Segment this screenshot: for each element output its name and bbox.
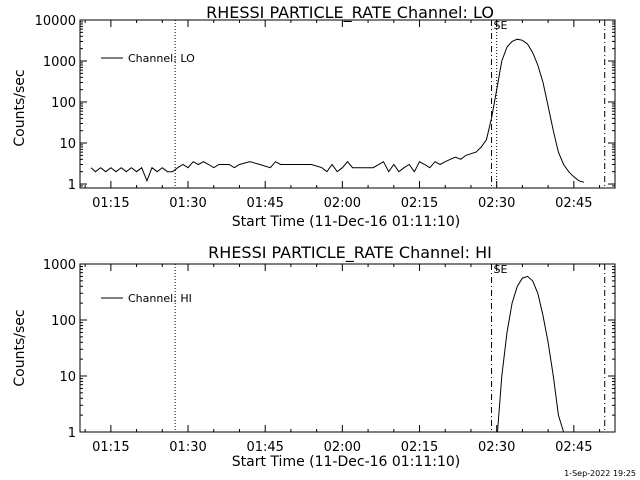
legend: Channel: LO — [101, 52, 195, 65]
y-tick-label: 10000 — [35, 14, 76, 29]
legend: Channel: HI — [101, 292, 192, 305]
y-tick-label: 10 — [59, 137, 76, 152]
marker-label: SE — [494, 19, 508, 32]
y-tick-label: 1 — [68, 426, 76, 441]
x-axis-label: Start Time (11-Dec-16 01:11:10) — [232, 214, 460, 230]
x-tick-label: 02:15 — [401, 196, 438, 211]
y-tick-label: 1000 — [43, 55, 76, 70]
x-tick-label: 01:30 — [169, 440, 206, 455]
y-tick-label: 1000 — [43, 258, 76, 273]
y-axis-label: Counts/sec — [12, 69, 28, 146]
legend-label: Channel: LO — [128, 52, 195, 65]
marker-label: SE — [494, 263, 508, 276]
x-tick-label: 02:00 — [324, 440, 361, 455]
footer-timestamp: 1-Sep-2022 19:25 — [564, 469, 636, 478]
x-tick-label: 02:15 — [401, 440, 438, 455]
x-tick-label: 01:45 — [246, 440, 283, 455]
x-axis-label: Start Time (11-Dec-16 01:11:10) — [232, 454, 460, 470]
y-axis-label: Counts/sec — [12, 309, 28, 386]
x-tick-label: 01:15 — [92, 196, 129, 211]
y-tick-label: 100 — [51, 96, 76, 111]
x-tick-label: 02:45 — [555, 440, 592, 455]
chart-title: RHESSI PARTICLE_RATE Channel: HI — [208, 243, 492, 263]
x-tick-label: 01:15 — [92, 440, 129, 455]
legend-label: Channel: HI — [128, 292, 192, 305]
x-tick-label: 02:45 — [555, 196, 592, 211]
series-line — [90, 38, 585, 183]
y-tick-label: 10 — [59, 370, 76, 385]
x-tick-label: 02:00 — [324, 196, 361, 211]
y-tick-label: 100 — [51, 314, 76, 329]
plot-frame — [79, 263, 616, 433]
x-tick-label: 01:30 — [169, 196, 206, 211]
panel-hi: RHESSI PARTICLE_RATE Channel: HI Counts/… — [12, 243, 616, 470]
plot-frame — [79, 19, 616, 189]
chart-title: RHESSI PARTICLE_RATE Channel: LO — [206, 3, 494, 23]
series-line — [497, 275, 565, 433]
x-tick-label: 01:45 — [246, 196, 283, 211]
x-tick-label: 02:30 — [478, 440, 515, 455]
panel-lo: RHESSI PARTICLE_RATE Channel: LO Counts/… — [12, 3, 616, 230]
y-tick-label: 1 — [68, 178, 76, 193]
x-tick-label: 02:30 — [478, 196, 515, 211]
